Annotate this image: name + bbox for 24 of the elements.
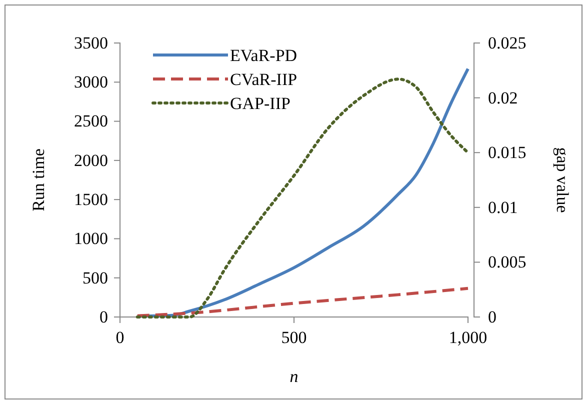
x-tick-label: 0 — [116, 328, 124, 348]
x-tick-label: 1,000 — [448, 328, 488, 348]
y2-axis-title: gap value — [553, 147, 572, 213]
y-tick-label: 2000 — [74, 150, 108, 170]
y2-tick-label: 0 — [488, 307, 496, 326]
y2-tick-label: 0.015 — [488, 143, 526, 162]
y-tick-label: 500 — [82, 268, 108, 288]
y-tick-label: 3000 — [74, 72, 108, 92]
y-tick-label: 1000 — [74, 229, 108, 248]
y-tick-label: 3500 — [74, 33, 108, 52]
y-tick-label: 1500 — [74, 190, 108, 210]
y-tick-label: 2500 — [74, 112, 108, 131]
legend-label: GAP-IIP — [230, 94, 290, 113]
x-tick-label: 500 — [281, 328, 307, 348]
x-axis-title: n — [290, 367, 298, 386]
y2-tick-label: 0.02 — [488, 88, 518, 108]
legend-label: EVaR-PD — [230, 46, 298, 65]
legend-label: CVaR-IIP — [230, 70, 298, 89]
y-axis-title: Run time — [29, 148, 48, 212]
y2-tick-label: 0.025 — [488, 33, 526, 52]
y-tick-label: 0 — [100, 307, 108, 326]
line-series — [136, 286, 470, 318]
y2-tick-label: 0.01 — [488, 198, 518, 217]
y2-tick-label: 0.005 — [488, 252, 526, 272]
